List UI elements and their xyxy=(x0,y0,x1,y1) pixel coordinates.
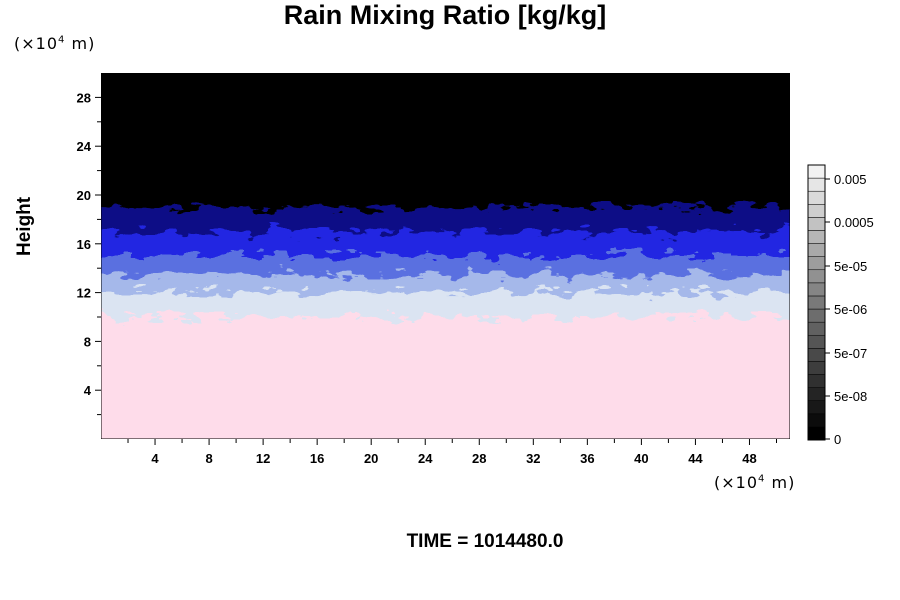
x-tick-label: 16 xyxy=(310,451,324,466)
x-tick-label: 12 xyxy=(256,451,270,466)
y-tick-label: 8 xyxy=(84,334,91,349)
y-tick-label: 24 xyxy=(77,139,92,154)
colorbar-cell xyxy=(807,413,826,428)
y-tick-label: 4 xyxy=(84,383,92,398)
x-tick-label: 44 xyxy=(688,451,703,466)
colorbar-cell xyxy=(807,217,826,231)
y-tick-label: 20 xyxy=(77,188,91,203)
colorbar-frame xyxy=(807,164,826,441)
time-label: TIME = 1014480.0 xyxy=(406,531,564,552)
x-tick-label: 28 xyxy=(472,451,486,466)
colorbar-label: 5e-06 xyxy=(834,302,867,317)
colorbar-cell xyxy=(807,269,826,284)
x-tick-label: 8 xyxy=(205,451,212,466)
x-tick-label: 36 xyxy=(580,451,594,466)
colorbar-cell xyxy=(807,282,826,297)
x-axis-ticks: 4 8 12 16 20 24 28 32 36 40 44 48 xyxy=(127,439,777,466)
colorbar-cell xyxy=(807,190,826,205)
x-tick-label: 24 xyxy=(418,451,433,466)
x-tick-label: 4 xyxy=(151,451,159,466)
colorbar-cell xyxy=(807,295,826,310)
x-tick-label: 32 xyxy=(526,451,540,466)
colorbar-cell xyxy=(807,321,826,336)
colorbar-cell xyxy=(807,361,826,375)
y-tick-label: 12 xyxy=(77,286,91,301)
colorbar-label: 5e-05 xyxy=(834,259,867,274)
colorbar-cell xyxy=(807,177,826,192)
colorbar-cell xyxy=(807,204,826,218)
colorbar-cell xyxy=(807,243,826,257)
colorbar-cell xyxy=(807,348,826,362)
field-band-6 xyxy=(101,317,790,439)
colorbar-cell xyxy=(807,334,826,349)
colorbar-cell xyxy=(807,426,826,441)
colorbar-label: 0.005 xyxy=(834,172,867,187)
colorbar-cell xyxy=(807,308,826,323)
field-bands xyxy=(101,73,790,439)
x-tick-label: 40 xyxy=(634,451,648,466)
colorbar-cell xyxy=(807,387,826,401)
colorbar: 0 5e-08 5e-07 5e-06 5e-05 0.0005 0.005 xyxy=(807,164,874,447)
colorbar-label: 5e-07 xyxy=(834,346,867,361)
y-axis-unit: (×104 m) xyxy=(14,34,96,53)
y-tick-label: 16 xyxy=(77,237,91,252)
chart-title: Rain Mixing Ratio [kg/kg] xyxy=(283,0,607,30)
y-axis-ticks: 4 8 12 16 20 24 28 xyxy=(77,90,101,416)
x-axis-unit: (×104 m) xyxy=(714,473,796,492)
colorbar-cell xyxy=(807,230,826,244)
colorbar-cell xyxy=(807,164,826,179)
x-tick-label: 48 xyxy=(742,451,756,466)
colorbar-cell xyxy=(807,400,826,415)
x-tick-label: 20 xyxy=(364,451,378,466)
y-tick-label: 28 xyxy=(77,90,91,105)
colorbar-label: 5e-08 xyxy=(834,389,867,404)
colorbar-cell xyxy=(807,256,826,271)
colorbar-label: 0.0005 xyxy=(834,215,874,230)
colorbar-cell xyxy=(807,374,826,388)
heatmap-field xyxy=(101,73,790,439)
colorbar-label: 0 xyxy=(834,432,841,447)
